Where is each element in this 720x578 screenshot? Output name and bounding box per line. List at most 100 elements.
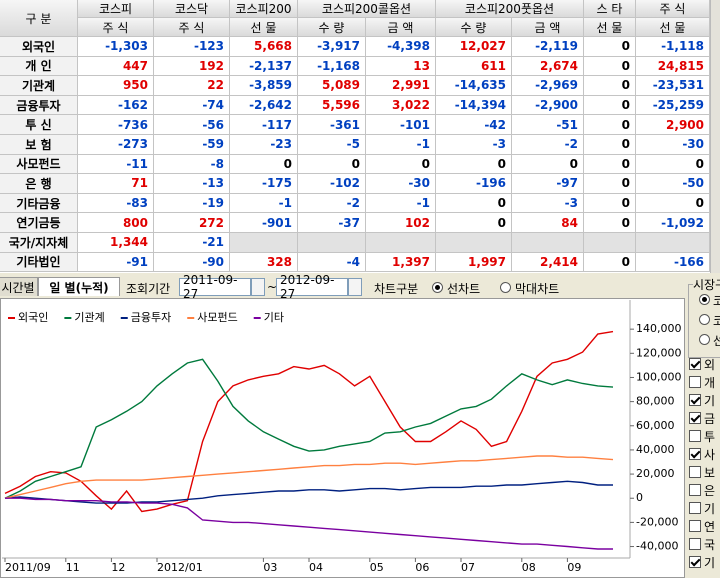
x-tick-label: 08 [522, 561, 536, 574]
checkbox-label: 외 [704, 358, 716, 372]
value-cell: -2,969 [512, 76, 584, 96]
row-label: 기타법인 [0, 252, 78, 273]
value-cell: 0 [636, 193, 710, 214]
x-tick-label: 05 [370, 561, 384, 574]
checkbox[interactable] [689, 412, 701, 424]
value-cell: -175 [230, 174, 298, 194]
value-cell: 2,991 [366, 76, 436, 96]
checkbox[interactable] [689, 484, 701, 496]
calendar-button[interactable] [348, 278, 362, 296]
row-label: 외국인 [0, 37, 78, 57]
value-cell: -1 [366, 135, 436, 155]
row-label: 개 인 [0, 56, 78, 77]
calendar-button[interactable] [251, 278, 265, 296]
tab[interactable]: 시간별 [0, 277, 38, 296]
value-cell: -25,259 [636, 95, 710, 116]
value-cell: -117 [230, 115, 298, 135]
x-tick-label: 11 [66, 561, 80, 574]
value-cell: -273 [78, 135, 154, 155]
value-cell: 24,815 [636, 56, 710, 77]
checkbox[interactable] [689, 538, 701, 550]
start-date[interactable]: 2011-09-27 [179, 273, 251, 301]
value-cell: 0 [584, 37, 636, 57]
end-date[interactable]: 2012-09-27 [276, 273, 348, 301]
x-tick-label: 07 [461, 561, 475, 574]
checkbox[interactable] [689, 448, 701, 460]
value-cell: 102 [366, 213, 436, 233]
header-cell: 주 식 [78, 18, 154, 37]
chart-kind-label: 차트구분 [374, 282, 419, 296]
value-cell: 22 [154, 76, 230, 96]
value-cell: 0 [584, 193, 636, 214]
checkbox-label: 국 [704, 538, 716, 552]
value-cell: 0 [584, 213, 636, 233]
value-cell: -74 [154, 95, 230, 116]
chart: 140,000 120,000 100,000 80,000 60,000 40,000 2… [0, 298, 685, 578]
checkbox[interactable] [689, 394, 701, 406]
x-tick-label: 12 [111, 561, 125, 574]
value-cell: 0 [298, 154, 366, 175]
x-tick-label: 09 [567, 561, 581, 574]
value-cell: -2,137 [230, 56, 298, 77]
value-cell: -2 [298, 193, 366, 214]
value-cell: 0 [584, 252, 636, 273]
header-cell: 코스닥 [154, 0, 230, 18]
checkbox[interactable] [689, 556, 701, 568]
empty-cell [512, 233, 584, 253]
radio-button[interactable] [699, 314, 710, 325]
value-cell: 3,022 [366, 95, 436, 116]
tab[interactable]: 일 별(누적) [38, 277, 120, 296]
value-cell: 0 [366, 154, 436, 175]
checkbox[interactable] [689, 502, 701, 514]
radio-button[interactable] [699, 334, 710, 345]
value-cell: -3 [512, 193, 584, 214]
checkbox[interactable] [689, 376, 701, 388]
value-cell: 1,997 [436, 252, 512, 273]
checkbox-label: 기 [704, 394, 716, 408]
empty-cell [436, 233, 512, 253]
checkbox[interactable] [689, 430, 701, 442]
empty-cell [230, 233, 298, 253]
value-cell: -3,917 [298, 37, 366, 57]
value-cell: -3,859 [230, 76, 298, 96]
value-cell: -23 [230, 135, 298, 155]
checkbox-label: 개 [704, 376, 716, 390]
checkbox[interactable] [689, 520, 701, 532]
radio-label: 막대차트 [515, 282, 560, 296]
value-cell: 5,089 [298, 76, 366, 96]
value-cell: -90 [154, 252, 230, 273]
value-cell: 12,027 [436, 37, 512, 57]
header-cell: 구 분 [0, 0, 78, 37]
header-cell: 코스피200풋옵션 [436, 0, 584, 18]
value-cell: 0 [230, 154, 298, 175]
row-label: 사모펀드 [0, 154, 78, 175]
y-tick-label: 40,000 [636, 443, 675, 456]
value-cell: -91 [78, 252, 154, 273]
value-cell: 1,397 [366, 252, 436, 273]
radio-button[interactable] [500, 282, 511, 293]
y-tick-label: -20,000 [636, 515, 678, 528]
value-cell: 0 [436, 154, 512, 175]
value-cell: -5 [298, 135, 366, 155]
checkbox-label: 기 [704, 556, 716, 570]
checkbox[interactable] [689, 466, 701, 478]
x-tick-label: 06 [415, 561, 429, 574]
checkbox-label: 금 [704, 412, 716, 426]
header-cell: 선 물 [636, 18, 710, 37]
value-cell: 0 [584, 154, 636, 175]
radio-button[interactable] [699, 294, 710, 305]
checkbox[interactable] [689, 358, 701, 370]
x-tick-label: 04 [309, 561, 323, 574]
x-tick-label: 03 [263, 561, 277, 574]
value-cell: -11 [78, 154, 154, 175]
y-tick-label: 140,000 [636, 322, 682, 335]
value-cell: -30 [366, 174, 436, 194]
value-cell: -21 [154, 233, 230, 253]
value-cell: -19 [154, 193, 230, 214]
row-label: 투 신 [0, 115, 78, 135]
value-cell: -14,635 [436, 76, 512, 96]
value-cell: 328 [230, 252, 298, 273]
value-cell: -14,394 [436, 95, 512, 116]
radio-button[interactable] [432, 282, 443, 293]
value-cell: -50 [636, 174, 710, 194]
